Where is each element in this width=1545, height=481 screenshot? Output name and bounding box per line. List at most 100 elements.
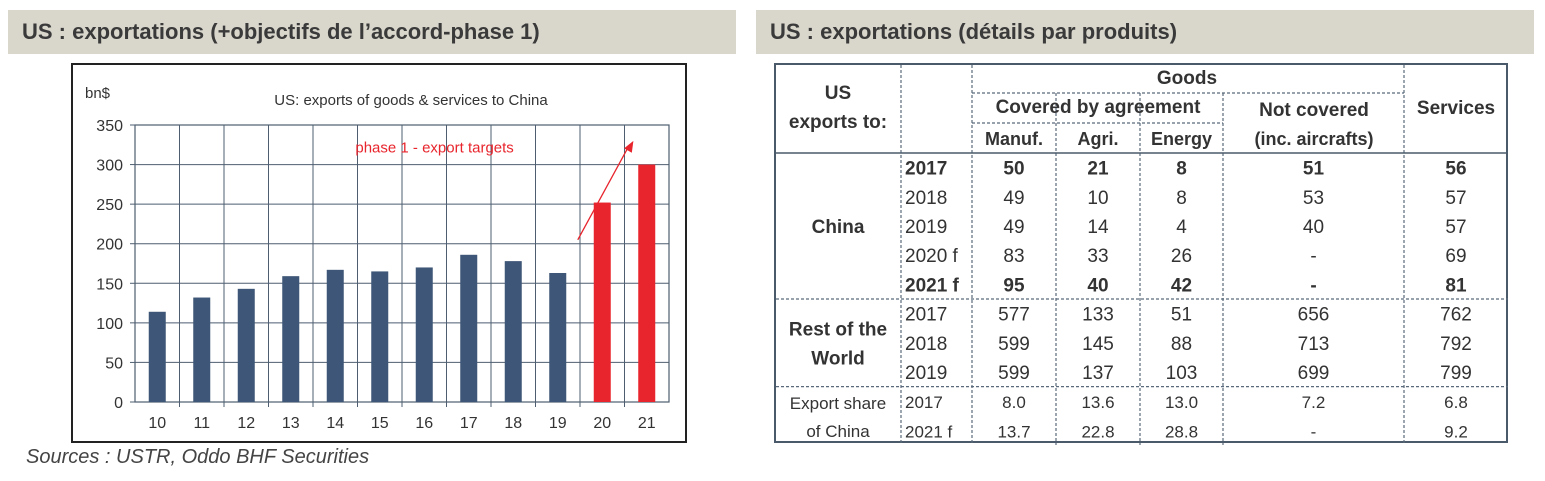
value-cell: 8.0 [1002, 393, 1026, 412]
annotation-arrow [577, 146, 629, 241]
value-cell: 762 [1440, 305, 1472, 326]
y-tick-label: 0 [114, 395, 123, 412]
value-cell: 13.7 [997, 422, 1030, 441]
exports-table-svg: US exports to: Goods Covered by agreement Ma… [776, 65, 1508, 445]
value-cell: 50 [1003, 159, 1024, 180]
right-panel-title: US : exportations (détails par produits) [770, 19, 1178, 44]
year-cell: 2021 f [905, 275, 960, 296]
left-panel-header: US : exportations (+objectifs de l’accor… [8, 10, 736, 54]
group-label: China [812, 217, 865, 238]
year-cell: 2017 [905, 159, 947, 180]
y-tick-label: 100 [96, 316, 123, 333]
year-cell: 2020 f [905, 246, 959, 267]
value-cell: 7.2 [1302, 393, 1326, 412]
not-covered-subheader: (inc. aircrafts) [1254, 129, 1373, 149]
year-cell: 2019 [905, 217, 947, 238]
y-tick-label: 200 [96, 237, 123, 254]
covered-header: Covered by agreement [996, 97, 1202, 118]
value-cell: 51 [1171, 305, 1192, 326]
value-cell: 57 [1445, 188, 1466, 209]
value-cell: 599 [998, 334, 1030, 355]
y-tick-label: 50 [105, 355, 123, 372]
bar [415, 267, 433, 402]
value-cell: 103 [1166, 363, 1198, 384]
year-cell: 2019 [905, 363, 947, 384]
x-tick-label: 21 [638, 415, 656, 432]
y-tick-label: 250 [96, 197, 123, 214]
subcol-header: Agri. [1077, 129, 1118, 149]
bar [638, 164, 656, 402]
right-panel-header: US : exportations (détails par produits) [756, 10, 1534, 54]
annotation-arrowhead [624, 140, 634, 153]
value-cell: 13.6 [1081, 393, 1114, 412]
value-cell: 49 [1003, 217, 1024, 238]
x-tick-label: 19 [549, 415, 567, 432]
value-cell: 6.8 [1444, 393, 1468, 412]
value-cell: 145 [1082, 334, 1114, 355]
year-cell: 2021 f [905, 422, 953, 441]
value-cell: - [1310, 275, 1316, 296]
value-cell: 137 [1082, 363, 1114, 384]
value-cell: 133 [1082, 305, 1114, 326]
value-cell: 49 [1003, 188, 1024, 209]
bar [237, 288, 255, 402]
value-cell: 713 [1298, 334, 1330, 355]
value-cell: 9.2 [1444, 422, 1468, 441]
value-cell: 40 [1303, 217, 1324, 238]
value-cell: 599 [998, 363, 1030, 384]
value-cell: 33 [1087, 246, 1108, 267]
y-tick-label: 350 [96, 118, 123, 135]
group-label: Export share [790, 394, 886, 413]
value-cell: 40 [1087, 275, 1108, 296]
year-cell: 2018 [905, 188, 947, 209]
value-cell: 792 [1440, 334, 1472, 355]
value-cell: 577 [998, 305, 1030, 326]
exports-table: US exports to: Goods Covered by agreement Ma… [774, 63, 1508, 445]
not-covered-header: Not covered [1259, 100, 1369, 121]
y-tick-label: 150 [96, 276, 123, 293]
value-cell: 83 [1003, 246, 1024, 267]
value-cell: 51 [1303, 159, 1325, 180]
subcol-header: Manuf. [985, 129, 1043, 149]
value-cell: 53 [1303, 188, 1324, 209]
sources-note: Sources : USTR, Oddo BHF Securities [26, 446, 370, 468]
value-cell: 656 [1298, 305, 1330, 326]
services-header: Services [1417, 98, 1495, 119]
value-cell: 4 [1176, 217, 1187, 238]
chart-title: US: exports of goods & services to China [274, 92, 548, 109]
group-label: World [811, 348, 864, 369]
y-axis-unit: bn$ [85, 85, 111, 102]
bar [326, 269, 344, 402]
x-tick-label: 18 [504, 415, 522, 432]
value-cell: 69 [1445, 246, 1466, 267]
bar [460, 254, 478, 402]
value-cell: 799 [1440, 363, 1472, 384]
x-tick-label: 12 [237, 415, 255, 432]
x-tick-label: 14 [326, 415, 344, 432]
year-cell: 2018 [905, 334, 947, 355]
year-cell: 2017 [905, 305, 947, 326]
group-label: of China [806, 422, 870, 441]
bar [371, 271, 389, 402]
value-cell: 88 [1171, 334, 1192, 355]
subcol-header: Energy [1151, 129, 1212, 149]
x-tick-label: 15 [371, 415, 389, 432]
x-tick-label: 20 [593, 415, 611, 432]
year-cell: 2017 [905, 393, 943, 412]
bar [282, 276, 300, 402]
value-cell: 28.8 [1165, 422, 1198, 441]
value-cell: 699 [1298, 363, 1330, 384]
value-cell: 22.8 [1081, 422, 1114, 441]
bar [193, 297, 211, 402]
bar-chart-svg: 0 50 100 150 200 250 300 350 10 11 12 13 14 15 16 17 18 1… [85, 85, 670, 432]
value-cell: 21 [1087, 159, 1109, 180]
row-header-label: exports to: [789, 112, 887, 133]
x-tick-label: 13 [282, 415, 300, 432]
group-label: Rest of the [789, 319, 887, 340]
y-tick-label: 300 [96, 158, 123, 175]
value-cell: 14 [1087, 217, 1109, 238]
value-cell: 10 [1087, 188, 1108, 209]
left-panel-title: US : exportations (+objectifs de l’accor… [22, 19, 540, 44]
x-tick-label: 16 [415, 415, 433, 432]
value-cell: 8 [1176, 188, 1187, 209]
